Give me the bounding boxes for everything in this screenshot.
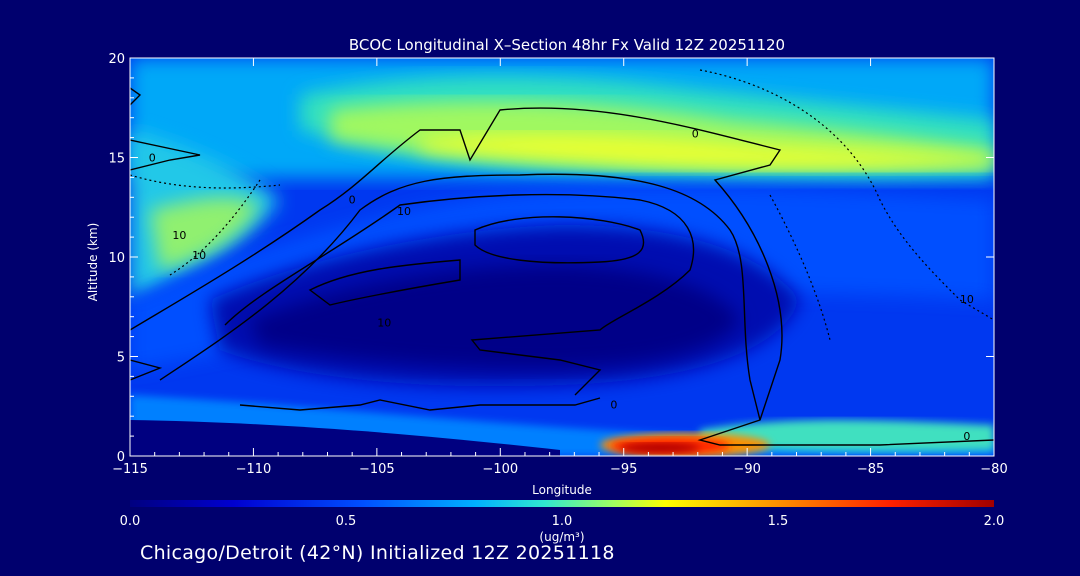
colorbar-tick-label: 1.0 (552, 514, 573, 529)
contour-label: 0 (149, 152, 156, 165)
colorbar (130, 500, 994, 507)
x-tick-label: −105 (359, 462, 395, 477)
colorbar-tick-label: 2.0 (984, 514, 1005, 529)
colorbar-ticks: 0.0 0.5 1.0 1.5 2.0 (120, 514, 1005, 529)
contour-label: 10 (377, 317, 391, 330)
y-tick-label: 15 (108, 152, 125, 167)
x-tick-label: −95 (610, 462, 637, 477)
footer-caption: Chicago/Detroit (42°N) Initialized 12Z 2… (140, 542, 615, 564)
y-tick-label: 10 (108, 251, 125, 266)
y-tick-label: 20 (108, 52, 125, 67)
contour-label: 0 (692, 128, 699, 141)
x-tick-label: −90 (733, 462, 760, 477)
x-axis-label: Longitude (532, 483, 592, 497)
chart-title: BCOC Longitudinal X–Section 48hr Fx Vali… (349, 36, 785, 54)
x-tick-label: −80 (980, 462, 1007, 477)
x-tick-label: −100 (482, 462, 518, 477)
colorbar-tick-label: 0.5 (336, 514, 357, 529)
contour-label: 0 (963, 430, 970, 443)
contour-label: 10 (172, 229, 186, 242)
contour-label: 10 (192, 249, 206, 262)
contour-label: 0 (349, 193, 356, 206)
contour-lines (130, 87, 994, 446)
colorbar-tick-label: 1.5 (768, 514, 789, 529)
y-tick-label: 5 (117, 351, 125, 366)
contour-label: 10 (960, 293, 974, 306)
y-axis: 0 5 10 15 20 (108, 52, 994, 465)
colorbar-tick-label: 0.0 (120, 514, 141, 529)
y-tick-label: 0 (117, 450, 125, 465)
negative-contours (130, 69, 994, 341)
x-tick-label: −115 (112, 462, 148, 477)
concentration-field: 0 0 0 0 0 10 10 10 10 10 (130, 58, 994, 456)
contour-label: 0 (610, 398, 617, 411)
y-axis-label: Altitude (km) (86, 223, 100, 302)
contour-labels: 0 0 0 0 0 10 10 10 10 10 (149, 128, 974, 443)
x-tick-label: −85 (857, 462, 884, 477)
contour-label: 10 (397, 205, 411, 218)
colorbar-unit-label: (ug/m³) (539, 530, 584, 544)
x-tick-label: −110 (236, 462, 272, 477)
x-axis: −115 −110 −105 −100 −95 −90 −85 −80 (112, 58, 1008, 477)
